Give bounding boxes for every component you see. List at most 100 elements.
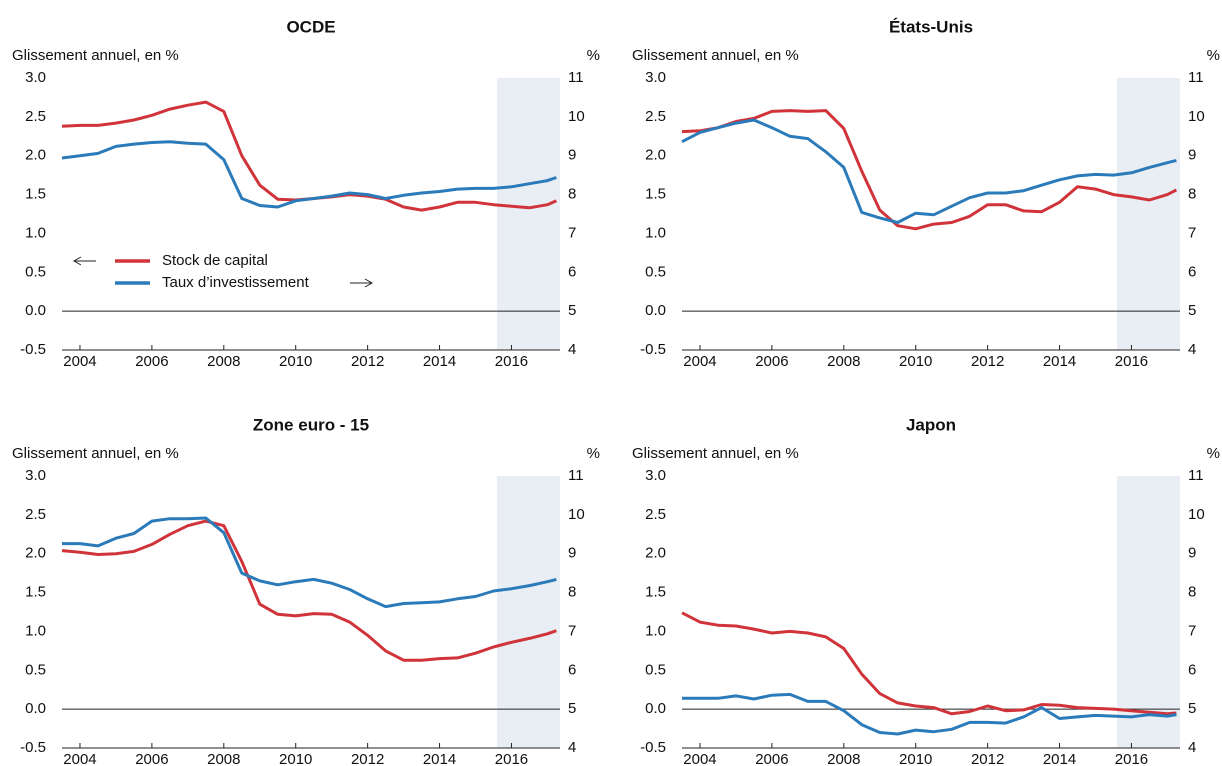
projection-shade	[1117, 476, 1180, 748]
legend-label: Stock de capital	[162, 252, 268, 269]
y-tick-label: 2.5	[25, 108, 46, 125]
y-tick-label: 1.5	[645, 186, 666, 203]
y2-tick-label: 8	[1188, 186, 1196, 203]
y-tick-label: 0.5	[645, 263, 666, 280]
y-tick-label: 2.0	[645, 545, 666, 562]
x-tick-label: 2004	[63, 353, 96, 370]
y2-tick-label: 10	[1188, 108, 1205, 125]
series-line	[61, 519, 557, 662]
y-tick-label: 2.0	[25, 545, 46, 562]
y2-axis-label: %	[587, 47, 600, 64]
x-tick-label: 2012	[971, 751, 1004, 766]
series-line	[681, 611, 1177, 716]
x-tick-label: 2004	[683, 751, 716, 766]
series-line	[682, 692, 1177, 736]
y2-tick-label: 11	[568, 69, 584, 86]
series-line	[681, 109, 1178, 231]
x-tick-label: 2014	[423, 353, 456, 370]
y2-tick-label: 4	[568, 739, 576, 756]
panel: Japon Glissement annuel, en % % -0.5 0.0 0.5 1…	[632, 415, 1220, 766]
y2-tick-label: 9	[568, 147, 576, 164]
y2-tick-label: 5	[568, 302, 576, 319]
y-tick-label: 3.0	[25, 69, 46, 86]
x-tick-label: 2006	[755, 353, 788, 370]
y2-tick-label: 8	[1188, 584, 1196, 601]
panel: OCDE Glissement annuel, en % % -0.5 0.0 0.5 1.…	[12, 17, 600, 369]
x-tick-label: 2014	[1043, 353, 1076, 370]
x-tick-label: 2004	[683, 353, 716, 370]
y-axis-label: Glissement annuel, en %	[12, 47, 179, 64]
y-tick-label: -0.5	[640, 739, 666, 756]
series-line	[61, 100, 557, 212]
y-tick-label: -0.5	[20, 341, 46, 358]
y2-tick-label: 8	[568, 186, 576, 203]
y-tick-label: -0.5	[20, 739, 46, 756]
y2-tick-label: 11	[1188, 69, 1204, 86]
projection-shade	[1117, 78, 1180, 350]
x-tick-label: 2004	[63, 751, 96, 766]
y-tick-label: 0.5	[25, 661, 46, 678]
y2-axis-label: %	[587, 445, 600, 462]
x-tick-label: 2012	[971, 353, 1004, 370]
x-tick-label: 2008	[207, 751, 240, 766]
x-tick-label: 2010	[899, 353, 932, 370]
y-tick-label: 1.5	[25, 584, 46, 601]
panel: États-Unis Glissement annuel, en % % -0.5 0.…	[632, 17, 1220, 369]
y2-axis-label: %	[1207, 47, 1220, 64]
y2-tick-label: 4	[1188, 739, 1196, 756]
x-tick-label: 2010	[279, 751, 312, 766]
y2-tick-label: 4	[568, 341, 576, 358]
y-tick-label: 3.0	[25, 467, 46, 484]
x-tick-label: 2016	[1115, 353, 1148, 370]
y-tick-label: 2.0	[645, 147, 666, 164]
y2-tick-label: 6	[568, 263, 576, 280]
x-tick-label: 2006	[755, 751, 788, 766]
y-tick-label: 0.0	[645, 302, 666, 319]
y-tick-label: 1.5	[645, 584, 666, 601]
y-tick-label: 2.5	[645, 506, 666, 523]
x-tick-label: 2010	[279, 353, 312, 370]
y-tick-label: 2.5	[645, 108, 666, 125]
y2-tick-label: 6	[568, 661, 576, 678]
legend-arrow	[72, 256, 96, 266]
y-tick-label: 1.0	[645, 224, 666, 241]
legend-label: Taux d’investissement	[162, 274, 310, 291]
y2-tick-label: 6	[1188, 661, 1196, 678]
y2-tick-label: 10	[1188, 506, 1205, 523]
x-tick-label: 2016	[495, 353, 528, 370]
y2-tick-label: 7	[568, 622, 576, 639]
y-tick-label: 2.0	[25, 147, 46, 164]
y-tick-label: 2.5	[25, 506, 46, 523]
y2-tick-label: 11	[1188, 467, 1204, 484]
x-tick-label: 2016	[1115, 751, 1148, 766]
y-tick-label: 0.5	[25, 263, 46, 280]
y2-tick-label: 5	[1188, 700, 1196, 717]
chart-title: OCDE	[286, 17, 335, 36]
y2-axis-label: %	[1207, 445, 1220, 462]
x-tick-label: 2006	[135, 751, 168, 766]
y-axis-label: Glissement annuel, en %	[632, 445, 799, 462]
x-tick-label: 2012	[351, 751, 384, 766]
y-tick-label: 1.0	[25, 622, 46, 639]
y2-tick-label: 7	[1188, 622, 1196, 639]
projection-shade	[497, 78, 560, 350]
y-tick-label: 0.0	[25, 302, 46, 319]
y-tick-label: 3.0	[645, 69, 666, 86]
y2-tick-label: 4	[1188, 341, 1196, 358]
panel: Zone euro - 15 Glissement annuel, en % % -0…	[12, 415, 600, 766]
y2-tick-label: 10	[568, 108, 585, 125]
x-tick-label: 2016	[495, 751, 528, 766]
y-tick-label: 1.0	[25, 224, 46, 241]
chart-title: États-Unis	[889, 17, 973, 36]
x-tick-label: 2008	[827, 751, 860, 766]
y-axis-label: Glissement annuel, en %	[12, 445, 179, 462]
series-line	[62, 516, 557, 609]
y2-tick-label: 9	[1188, 147, 1196, 164]
y-tick-label: 1.5	[25, 186, 46, 203]
x-tick-label: 2006	[135, 353, 168, 370]
y2-tick-label: 10	[568, 506, 585, 523]
y2-tick-label: 5	[568, 700, 576, 717]
y2-tick-label: 6	[1188, 263, 1196, 280]
chart-title: Zone euro - 15	[253, 415, 369, 434]
